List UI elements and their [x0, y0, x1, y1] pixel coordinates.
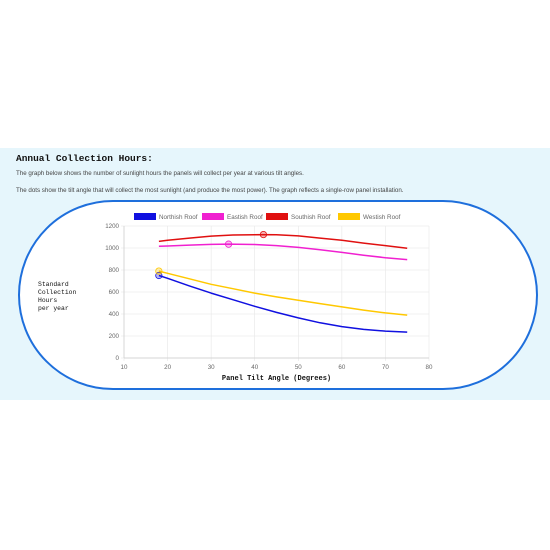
series-line [158, 274, 408, 333]
y-tick-label: 400 [109, 311, 120, 318]
optimum-point [259, 230, 268, 239]
x-axis-title: Panel Tilt Angle (Degrees) [222, 375, 331, 383]
dots-explanation-paragraph: The dots show the tilt angle that will c… [16, 187, 404, 194]
y-axis-title-line: per year [38, 305, 69, 312]
legend-label: Northish Roof [159, 214, 198, 221]
x-tick-label: 70 [382, 364, 389, 371]
legend-label: Eastish Roof [227, 214, 263, 221]
y-tick-label: 200 [109, 333, 120, 340]
x-tick-label: 20 [164, 364, 171, 371]
x-tick-label: 30 [208, 364, 215, 371]
legend-swatch [266, 213, 288, 220]
legend-swatch [134, 213, 156, 220]
x-tick-label: 60 [338, 364, 345, 371]
y-axis-title-line: Hours [38, 297, 58, 304]
y-axis-title: Standard Collection Hours per year [38, 281, 76, 313]
legend-label: Westish Roof [363, 214, 401, 221]
legend-swatch [338, 213, 360, 220]
optimum-point [224, 240, 233, 248]
x-tick-label: 10 [121, 364, 128, 371]
y-tick-label: 1000 [105, 245, 119, 252]
series-line [158, 243, 408, 261]
series-line [158, 233, 408, 249]
description-paragraph: The graph below shows the number of sunl… [16, 170, 304, 177]
legend-swatch [202, 213, 224, 220]
y-tick-label: 800 [109, 267, 120, 274]
x-tick-label: 50 [295, 364, 302, 371]
x-tick-label: 40 [251, 364, 258, 371]
y-tick-label: 600 [109, 289, 120, 296]
series-line [158, 270, 408, 316]
y-axis-title-line: Collection [38, 289, 77, 296]
y-axis-title-line: Standard [38, 281, 69, 288]
section-heading: Annual Collection Hours: [16, 153, 153, 164]
x-tick-label: 80 [426, 364, 433, 371]
optimum-point [155, 267, 163, 275]
legend-label: Southish Roof [291, 214, 331, 221]
y-tick-label: 0 [116, 355, 120, 362]
y-tick-label: 1200 [105, 223, 119, 230]
